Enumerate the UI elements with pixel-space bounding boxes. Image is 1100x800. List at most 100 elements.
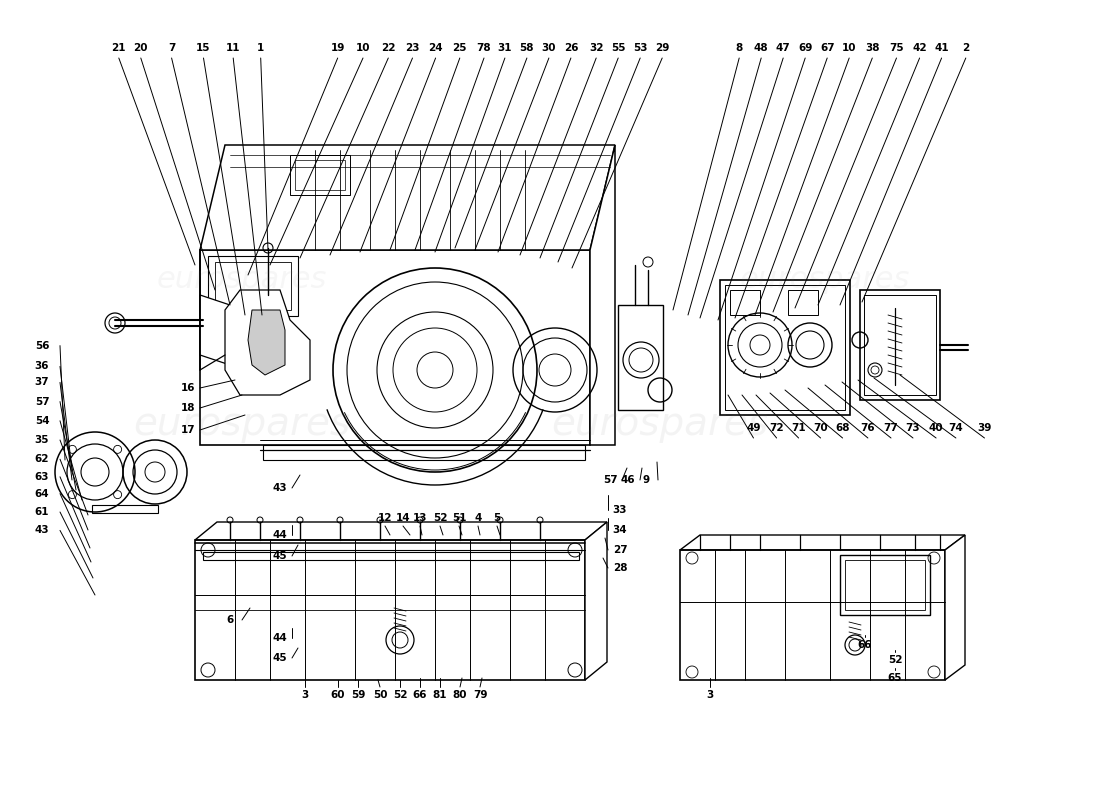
Polygon shape	[680, 535, 965, 550]
Text: 25: 25	[452, 43, 468, 53]
Text: 39: 39	[977, 423, 992, 433]
Bar	[618, 305, 663, 410]
Text: 44: 44	[273, 633, 287, 643]
Text: 56: 56	[35, 341, 50, 350]
Text: 31: 31	[497, 43, 513, 53]
Text: 53: 53	[632, 43, 648, 53]
Bar	[720, 280, 850, 415]
Text: 10: 10	[842, 43, 857, 53]
Text: 62: 62	[35, 454, 50, 464]
Text: 17: 17	[180, 425, 196, 435]
Bar	[263, 445, 585, 460]
Text: 43: 43	[273, 483, 287, 493]
Bar	[92, 505, 158, 513]
Text: 14: 14	[396, 513, 410, 523]
Text: 80: 80	[453, 690, 468, 700]
Text: 66: 66	[412, 690, 427, 700]
Bar	[840, 555, 929, 615]
Text: 60: 60	[331, 690, 345, 700]
Text: 30: 30	[541, 43, 557, 53]
Text: 69: 69	[798, 43, 813, 53]
Text: 70: 70	[813, 423, 828, 433]
Polygon shape	[226, 290, 310, 395]
Polygon shape	[200, 145, 615, 250]
Text: 46: 46	[620, 475, 636, 485]
Text: 5: 5	[494, 513, 501, 523]
Text: 41: 41	[934, 43, 949, 53]
Bar	[788, 290, 818, 315]
Text: 15: 15	[196, 43, 211, 53]
Text: 42: 42	[912, 43, 927, 53]
Text: 58: 58	[519, 43, 535, 53]
Text: eurospares: eurospares	[157, 266, 327, 294]
Text: 72: 72	[769, 423, 784, 433]
Text: 57: 57	[35, 397, 50, 406]
Text: 11: 11	[226, 43, 241, 53]
Text: 37: 37	[35, 378, 50, 387]
Text: 67: 67	[820, 43, 835, 53]
Bar	[860, 290, 940, 400]
Text: 59: 59	[351, 690, 365, 700]
Text: 23: 23	[405, 43, 420, 53]
Text: 40: 40	[928, 423, 944, 433]
Text: 3: 3	[706, 690, 714, 700]
Text: 79: 79	[473, 690, 487, 700]
Text: 10: 10	[355, 43, 371, 53]
Text: 55: 55	[610, 43, 626, 53]
Text: 22: 22	[381, 43, 396, 53]
Text: 43: 43	[35, 526, 50, 535]
Text: 75: 75	[889, 43, 904, 53]
Text: 34: 34	[613, 525, 627, 535]
Bar	[680, 550, 945, 680]
Text: 13: 13	[412, 513, 427, 523]
Text: 19: 19	[330, 43, 345, 53]
Text: 71: 71	[791, 423, 806, 433]
Text: 36: 36	[35, 362, 50, 371]
Text: 57: 57	[603, 475, 617, 485]
Text: 6: 6	[227, 615, 233, 625]
Polygon shape	[200, 295, 245, 370]
Text: 52: 52	[432, 513, 448, 523]
Text: eurospares: eurospares	[551, 405, 769, 443]
Text: 45: 45	[273, 653, 287, 663]
Text: eurospares: eurospares	[133, 405, 351, 443]
Text: 16: 16	[180, 383, 196, 393]
Text: 73: 73	[905, 423, 921, 433]
Text: 50: 50	[373, 690, 387, 700]
Text: 32: 32	[588, 43, 604, 53]
Bar	[864, 295, 936, 395]
Text: 63: 63	[35, 472, 50, 482]
Polygon shape	[585, 522, 607, 680]
Text: 64: 64	[35, 489, 50, 498]
Text: 52: 52	[393, 690, 407, 700]
Text: 66: 66	[858, 640, 872, 650]
Text: 81: 81	[432, 690, 448, 700]
Text: 24: 24	[428, 43, 443, 53]
Bar	[725, 285, 845, 410]
Text: 44: 44	[273, 530, 287, 540]
Text: 20: 20	[133, 43, 148, 53]
Bar	[204, 552, 579, 560]
Text: eurospares: eurospares	[740, 266, 910, 294]
Bar	[845, 560, 925, 610]
Text: 74: 74	[948, 423, 964, 433]
Text: 61: 61	[35, 507, 50, 517]
Polygon shape	[590, 145, 615, 445]
Text: 29: 29	[654, 43, 670, 53]
Text: 4: 4	[474, 513, 482, 523]
Text: 49: 49	[746, 423, 761, 433]
Text: 45: 45	[273, 551, 287, 561]
Polygon shape	[248, 310, 285, 375]
Text: 47: 47	[776, 43, 791, 53]
Text: 12: 12	[377, 513, 393, 523]
Text: 51: 51	[452, 513, 466, 523]
Text: 27: 27	[613, 545, 627, 555]
Text: 65: 65	[888, 673, 902, 683]
Bar	[290, 155, 350, 195]
Text: 9: 9	[642, 475, 650, 485]
Bar	[200, 250, 590, 445]
Text: 48: 48	[754, 43, 769, 53]
Bar	[208, 256, 298, 316]
Text: 7: 7	[168, 43, 175, 53]
Text: 8: 8	[736, 43, 743, 53]
